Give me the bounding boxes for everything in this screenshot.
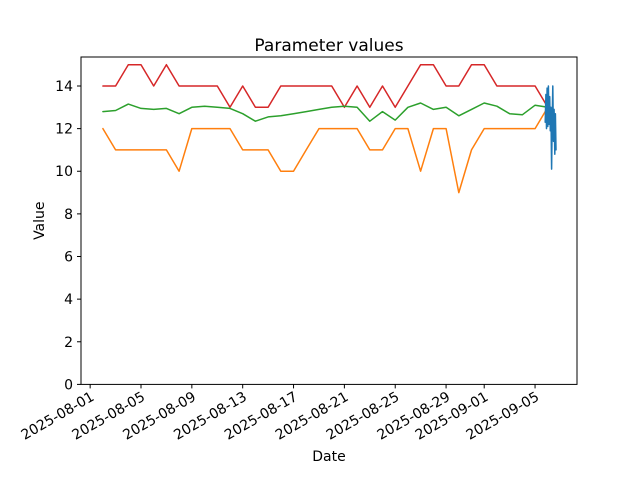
plot-area: [80, 56, 578, 385]
series-green-line: [102, 102, 549, 122]
chart-title: Parameter values: [254, 36, 403, 56]
y-tick-label: 12: [55, 122, 73, 138]
series-red-line: [102, 63, 549, 109]
series-blue-line: [544, 85, 557, 170]
y-tick-label: 10: [55, 164, 73, 180]
x-axis-label: Date: [312, 449, 345, 465]
y-tick-label: 14: [55, 79, 73, 95]
y-axis-label: Value: [32, 201, 48, 239]
y-tick-label: 0: [64, 377, 73, 393]
series-orange-line: [102, 106, 549, 194]
x-axis-ticks: 2025-08-012025-08-052025-08-092025-08-13…: [19, 384, 542, 444]
y-tick-label: 8: [64, 207, 73, 223]
y-axis-ticks: 0 2 4 6 8 10 12 14: [55, 79, 81, 393]
y-tick-label: 6: [64, 250, 73, 266]
y-tick-label: 4: [64, 292, 73, 308]
series-lines: [102, 63, 557, 194]
y-tick-label: 2: [64, 335, 73, 351]
